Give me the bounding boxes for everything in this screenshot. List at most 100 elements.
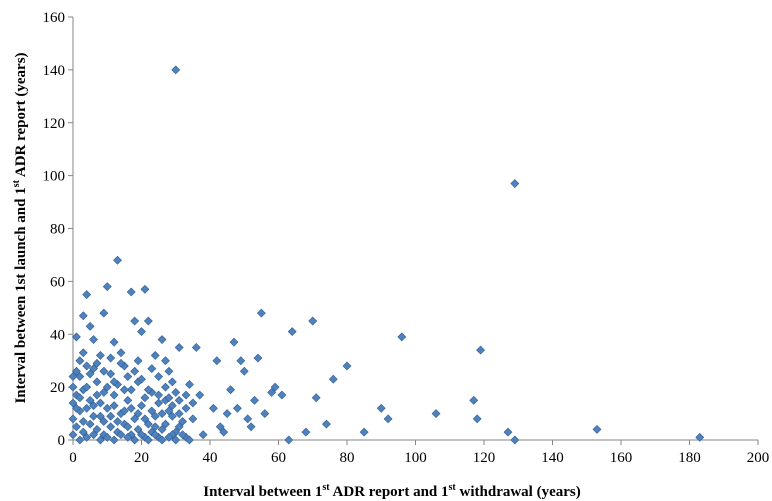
- data-point: [102, 382, 112, 392]
- data-point: [123, 422, 133, 432]
- data-point: [284, 435, 294, 445]
- data-point: [342, 361, 352, 371]
- data-point: [140, 393, 150, 403]
- data-point: [143, 435, 153, 445]
- data-point: [109, 401, 119, 411]
- data-point: [174, 409, 184, 418]
- data-point: [78, 348, 88, 358]
- data-point: [150, 422, 160, 432]
- y-axis-title: Interval between 1st launch and 1st ADR …: [11, 52, 29, 403]
- data-point: [164, 393, 174, 403]
- data-point: [164, 366, 174, 376]
- data-point: [68, 382, 78, 392]
- data-point: [503, 427, 513, 437]
- data-point: [301, 427, 311, 437]
- y-tick-label: 60: [50, 274, 65, 290]
- y-tick-label: 20: [50, 380, 65, 396]
- data-point: [95, 350, 105, 360]
- data-point: [287, 327, 297, 337]
- data-point: [592, 425, 602, 434]
- data-point: [92, 358, 102, 368]
- data-point: [99, 417, 109, 426]
- data-point: [209, 403, 218, 413]
- data-point: [133, 409, 143, 418]
- data-point: [232, 403, 242, 413]
- data-point: [126, 403, 136, 413]
- data-point: [157, 435, 167, 445]
- x-tick-label: 140: [541, 450, 564, 466]
- data-point: [123, 372, 133, 381]
- data-point: [476, 345, 485, 355]
- data-point: [82, 432, 92, 442]
- data-point: [239, 366, 249, 376]
- data-point: [119, 385, 129, 395]
- data-point: [75, 356, 85, 366]
- data-point: [126, 287, 136, 297]
- data-point: [267, 387, 277, 397]
- data-point: [75, 393, 85, 403]
- data-point: [137, 430, 146, 440]
- data-point: [178, 417, 188, 426]
- x-tick-label: 20: [134, 450, 149, 466]
- data-point: [85, 395, 95, 405]
- data-point: [212, 356, 222, 366]
- data-point: [161, 382, 170, 392]
- data-point: [137, 327, 146, 337]
- data-point: [188, 398, 198, 408]
- data-point: [157, 409, 167, 418]
- data-point: [154, 398, 164, 408]
- data-point: [116, 348, 126, 358]
- data-point: [89, 364, 98, 374]
- data-point: [185, 380, 194, 389]
- data-point: [157, 425, 167, 434]
- data-point: [181, 390, 191, 400]
- data-point: [140, 284, 150, 294]
- data-point: [198, 430, 208, 440]
- y-tick-label: 80: [50, 222, 65, 238]
- data-point: [243, 414, 253, 424]
- data-point: [92, 425, 102, 434]
- y-tick-label: 0: [58, 433, 66, 449]
- data-point: [68, 398, 78, 408]
- data-point: [510, 435, 520, 445]
- data-point: [270, 382, 280, 392]
- data-point: [126, 385, 136, 395]
- data-point: [109, 337, 119, 347]
- data-point: [229, 337, 239, 347]
- data-point: [236, 356, 246, 366]
- data-point: [150, 430, 160, 440]
- data-point: [359, 427, 369, 437]
- data-point: [174, 422, 184, 432]
- data-point: [171, 387, 181, 397]
- data-point: [72, 332, 81, 342]
- data-point: [150, 411, 160, 421]
- data-point: [277, 390, 287, 400]
- data-point: [222, 409, 232, 418]
- data-point: [106, 369, 116, 379]
- data-point: [150, 350, 160, 360]
- data-point: [130, 435, 140, 445]
- data-point: [143, 385, 153, 395]
- data-point: [99, 366, 109, 376]
- data-point: [147, 406, 157, 416]
- data-point: [82, 290, 92, 300]
- y-tick-label: 40: [50, 327, 65, 343]
- data-point: [85, 369, 95, 379]
- data-point: [119, 406, 129, 416]
- data-point: [72, 403, 81, 413]
- data-point: [109, 435, 119, 445]
- y-tick-label: 120: [43, 116, 66, 132]
- data-point: [106, 353, 116, 363]
- data-point: [167, 401, 177, 411]
- data-point: [250, 395, 259, 405]
- data-point: [109, 377, 119, 387]
- data-point: [72, 366, 81, 376]
- data-point: [143, 419, 153, 429]
- x-tick-label: 40: [203, 450, 218, 466]
- data-point: [99, 387, 109, 397]
- data-point: [78, 417, 88, 426]
- data-point: [311, 393, 321, 403]
- data-point: [85, 321, 95, 331]
- data-point: [123, 395, 133, 405]
- data-point: [102, 282, 112, 292]
